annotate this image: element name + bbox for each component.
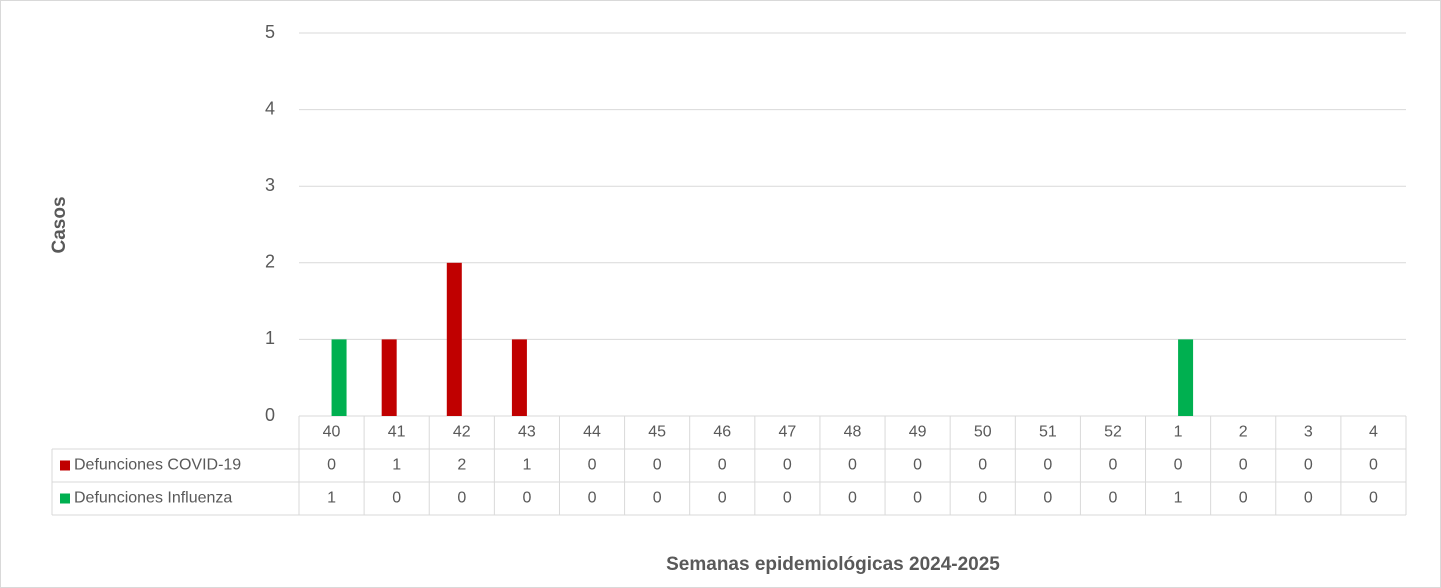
table-value: 0	[588, 457, 597, 474]
table-value: 0	[1304, 457, 1313, 474]
x-tick-label: 4	[1369, 424, 1378, 441]
x-axis-label: Semanas epidemiológicas 2024-2025	[666, 554, 1000, 575]
x-tick-label: 46	[713, 424, 731, 441]
table-value: 0	[913, 457, 922, 474]
table-value: 0	[653, 457, 662, 474]
table-value: 0	[327, 457, 336, 474]
table-value: 1	[392, 457, 401, 474]
table-value: 0	[1239, 490, 1248, 507]
x-tick-label: 40	[323, 424, 341, 441]
bar	[446, 262, 462, 416]
y-tick-label: 3	[265, 175, 275, 195]
table-value: 0	[588, 490, 597, 507]
legend-swatch	[60, 460, 70, 471]
table-value: 0	[1174, 457, 1183, 474]
y-tick-label: 5	[265, 22, 275, 42]
table-value: 0	[1369, 457, 1378, 474]
y-tick-label: 4	[265, 98, 275, 118]
x-tick-label: 3	[1304, 424, 1313, 441]
table-value: 1	[327, 490, 336, 507]
table-value: 0	[1043, 457, 1052, 474]
table-value: 0	[1043, 490, 1052, 507]
legend-swatch	[60, 493, 70, 504]
table-value: 0	[653, 490, 662, 507]
table-value: 0	[1304, 490, 1313, 507]
x-tick-label: 47	[778, 424, 796, 441]
table-value: 0	[718, 457, 727, 474]
table-value: 0	[913, 490, 922, 507]
x-tick-label: 44	[583, 424, 601, 441]
x-tick-label: 51	[1039, 424, 1057, 441]
table-value: 1	[1174, 490, 1183, 507]
table-value: 0	[783, 457, 792, 474]
x-tick-label: 41	[388, 424, 406, 441]
y-axis-label: Casos	[49, 196, 70, 253]
x-tick-label: 2	[1239, 424, 1248, 441]
bar	[1178, 339, 1194, 416]
bar	[331, 339, 347, 416]
table-value: 1	[522, 457, 531, 474]
table-value: 0	[522, 490, 531, 507]
table-value: 2	[457, 457, 466, 474]
table-value: 0	[1109, 490, 1118, 507]
table-value: 0	[978, 457, 987, 474]
y-tick-label: 0	[265, 405, 275, 425]
table-value: 0	[1369, 490, 1378, 507]
table-value: 0	[1239, 457, 1248, 474]
table-value: 0	[457, 490, 466, 507]
x-tick-label: 42	[453, 424, 471, 441]
bar	[511, 339, 527, 416]
table-value: 0	[978, 490, 987, 507]
y-tick-label: 2	[265, 252, 275, 272]
x-tick-label: 1	[1174, 424, 1183, 441]
x-tick-label: 50	[974, 424, 992, 441]
table-value: 0	[848, 490, 857, 507]
bar	[381, 339, 397, 416]
x-tick-label: 48	[844, 424, 862, 441]
table-value: 0	[718, 490, 727, 507]
table-value: 0	[783, 490, 792, 507]
table-value: 0	[1109, 457, 1118, 474]
table-value: 0	[848, 457, 857, 474]
x-tick-label: 49	[909, 424, 927, 441]
legend-label: Defunciones Influenza	[74, 490, 232, 507]
x-tick-label: 52	[1104, 424, 1122, 441]
table-value: 0	[392, 490, 401, 507]
x-tick-label: 45	[648, 424, 666, 441]
y-tick-label: 1	[265, 328, 275, 348]
legend-label: Defunciones COVID-19	[74, 457, 241, 474]
x-tick-label: 43	[518, 424, 536, 441]
